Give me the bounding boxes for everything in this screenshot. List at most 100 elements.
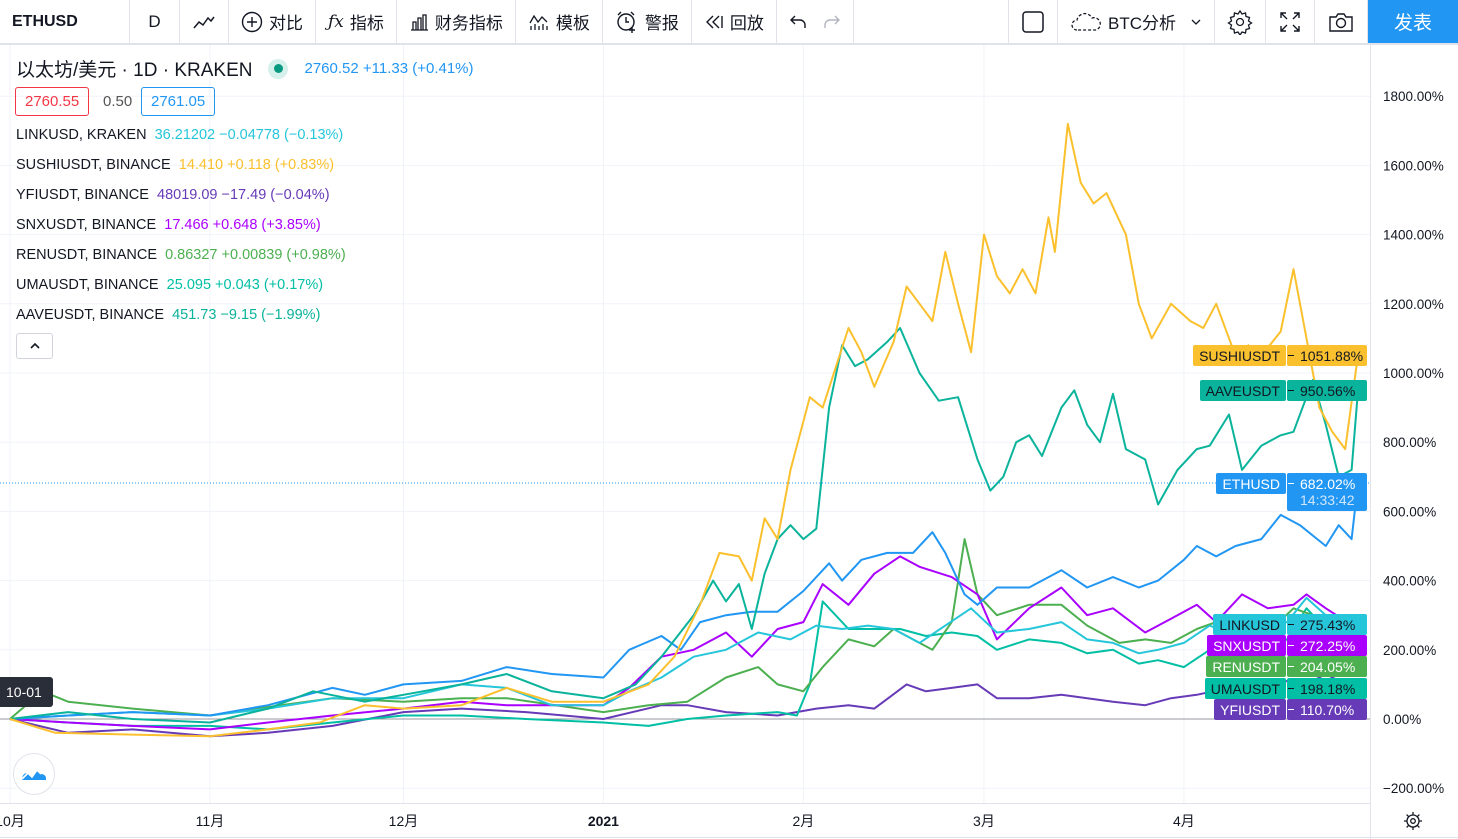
series-name-label: YFIUSDT bbox=[1214, 699, 1286, 720]
collapse-legend-button[interactable] bbox=[16, 333, 53, 359]
replay-label: 回放 bbox=[729, 14, 764, 33]
publish-label: 发表 bbox=[1393, 13, 1432, 34]
replay-button[interactable]: 回放 bbox=[692, 0, 777, 43]
label-tick bbox=[1288, 688, 1294, 689]
publish-button[interactable]: 发表 bbox=[1367, 0, 1458, 43]
label-tick bbox=[1288, 666, 1294, 667]
settings-button[interactable] bbox=[1215, 0, 1266, 43]
layout-name-label: BTC分析 bbox=[1107, 14, 1176, 33]
chevron-up-icon bbox=[29, 342, 40, 349]
y-tick-label: 1800.00% bbox=[1383, 89, 1444, 104]
market-status-icon bbox=[268, 58, 289, 79]
series-name-label: AAVEUSDT bbox=[1199, 380, 1286, 401]
legend-name: SNXUSDT, BINANCE bbox=[16, 217, 157, 233]
select-layout-button[interactable] bbox=[1007, 0, 1058, 43]
y-tick-label: 1200.00% bbox=[1383, 297, 1444, 312]
series-value-label: 1051.88% bbox=[1287, 345, 1367, 366]
series-legend-item[interactable]: LINKUSD, KRAKEN 36.21202 −0.04778 (−0.13… bbox=[16, 127, 343, 143]
x-tick-label: 10月 bbox=[0, 813, 25, 829]
legend-name: UMAUSDT, BINANCE bbox=[16, 277, 159, 293]
bid-price[interactable]: 2760.55 bbox=[15, 87, 90, 116]
undo-redo-group bbox=[777, 0, 854, 43]
alarm-clock-icon bbox=[617, 11, 635, 33]
chart-canvas[interactable]: 1800.00% 1600.00% 1400.00% 1200.00% 1000.00%… bbox=[0, 45, 1458, 839]
series-legend-item[interactable]: SNXUSDT, BINANCE 17.466 +0.648 (+3.85%) bbox=[16, 217, 321, 233]
series-line-sushiusdt bbox=[9, 122, 1359, 738]
series-value-label: 950.56% bbox=[1287, 380, 1367, 401]
alerts-button[interactable]: 警报 bbox=[603, 0, 692, 43]
label-tick bbox=[1288, 709, 1294, 710]
series-line-ethusd bbox=[9, 482, 1359, 720]
crosshair-date-label: 10-01 bbox=[0, 677, 53, 707]
series-value-label: 198.18% bbox=[1287, 678, 1367, 699]
legend-values: 36.21202 −0.04778 (−0.13%) bbox=[154, 127, 344, 143]
y-tick-label: 1400.00% bbox=[1383, 228, 1444, 243]
chart-style-button[interactable] bbox=[180, 0, 229, 43]
label-tick bbox=[1288, 390, 1294, 391]
interval-label: D bbox=[148, 11, 161, 31]
series-legend-item[interactable]: YFIUSDT, BINANCE 48019.09 −17.49 (−0.04%… bbox=[16, 187, 330, 203]
screenshot-button[interactable] bbox=[1315, 0, 1368, 43]
time-axis[interactable]: 10月 11月 12月 2021 2月 3月 4月 bbox=[0, 813, 1195, 829]
series-legend-item[interactable]: UMAUSDT, BINANCE 25.095 +0.043 (+0.17%) bbox=[16, 277, 323, 293]
legend-values: 48019.09 −17.49 (−0.04%) bbox=[157, 187, 330, 203]
legend-name: AAVEUSDT, BINANCE bbox=[16, 307, 164, 323]
label-tick bbox=[1288, 645, 1294, 646]
financials-label: 财务指标 bbox=[434, 14, 503, 33]
line-chart-icon bbox=[193, 16, 215, 28]
series-legend-item[interactable]: SUSHIUSDT, BINANCE 14.410 +0.118 (+0.83%… bbox=[16, 157, 334, 173]
y-tick-label: −200.00% bbox=[1383, 781, 1444, 796]
layout-name-dropdown[interactable]: BTC分析 bbox=[1058, 0, 1215, 43]
templates-button[interactable]: 模板 bbox=[516, 0, 603, 43]
financials-button[interactable]: 财务指标 bbox=[397, 0, 516, 43]
fullscreen-icon bbox=[1280, 11, 1300, 32]
series-value-label: 204.05% bbox=[1287, 656, 1367, 677]
symbol-search-button[interactable]: ETHUSD bbox=[0, 0, 130, 43]
series-value-label: 110.70% bbox=[1287, 699, 1367, 720]
y-tick-label: 1000.00% bbox=[1383, 366, 1444, 381]
symbol-quote: 2760.52 +11.33 (+0.41%) bbox=[304, 60, 474, 77]
top-toolbar: ETHUSD D 对比 ƒx 指标 财务指标 模板 警报 回放 BTC分析 发表 bbox=[0, 0, 1458, 45]
x-tick-label: 12月 bbox=[389, 813, 419, 829]
main-symbol-legend[interactable]: 以太坊/美元 · 1D · KRAKEN 2760.52 +11.33 (+0.4… bbox=[16, 55, 474, 82]
gear-icon bbox=[1227, 9, 1253, 35]
legend-name: LINKUSD, KRAKEN bbox=[16, 127, 147, 143]
fullscreen-button[interactable] bbox=[1266, 0, 1315, 43]
bar-chart-icon bbox=[410, 13, 428, 31]
bar-countdown: 14:33:42 bbox=[1300, 492, 1355, 508]
compare-button[interactable]: 对比 bbox=[229, 0, 316, 43]
x-tick-label: 3月 bbox=[973, 813, 995, 829]
series-name-label: ETHUSD bbox=[1216, 473, 1286, 494]
series-legend-item[interactable]: RENUSDT, BINANCE 0.86327 +0.00839 (+0.98… bbox=[16, 247, 346, 263]
x-tick-label: 4月 bbox=[1173, 813, 1195, 829]
y-tick-label: 400.00% bbox=[1383, 574, 1436, 589]
y-tick-label: 1600.00% bbox=[1383, 158, 1444, 173]
x-tick-label: 2021 bbox=[588, 813, 619, 829]
camera-icon bbox=[1329, 12, 1353, 32]
interval-button[interactable]: D bbox=[130, 0, 180, 43]
spread-value: 0.50 bbox=[103, 93, 133, 110]
ask-price[interactable]: 2761.05 bbox=[141, 87, 216, 116]
x-tick-label: 11月 bbox=[196, 813, 225, 829]
series-value-label: 682.02% 14:33:42 bbox=[1287, 473, 1367, 511]
series-line-snxusdt bbox=[9, 555, 1353, 731]
redo-icon[interactable] bbox=[823, 14, 841, 30]
eth-last-value: 682.02% bbox=[1300, 476, 1356, 492]
symbol-title: 以太坊/美元 · 1D · KRAKEN bbox=[16, 60, 253, 81]
series-legend-item[interactable]: AAVEUSDT, BINANCE 451.73 −9.15 (−1.99%) bbox=[16, 307, 320, 323]
legend-values: 25.095 +0.043 (+0.17%) bbox=[166, 277, 324, 293]
legend-values: 0.86327 +0.00839 (+0.98%) bbox=[165, 247, 346, 263]
alerts-label: 警报 bbox=[644, 14, 679, 33]
symbol-label: ETHUSD bbox=[12, 12, 78, 30]
templates-icon bbox=[529, 14, 548, 30]
fx-icon: ƒx bbox=[328, 11, 344, 32]
price-axis[interactable]: 1800.00% 1600.00% 1400.00% 1200.00% 1000.00%… bbox=[1383, 89, 1444, 796]
tradingview-logo-icon[interactable] bbox=[13, 753, 55, 795]
y-tick-label: 0.00% bbox=[1383, 712, 1421, 727]
indicators-label: 指标 bbox=[349, 14, 384, 33]
indicators-button[interactable]: ƒx 指标 bbox=[316, 0, 397, 43]
legend-values: 451.73 −9.15 (−1.99%) bbox=[172, 307, 321, 323]
undo-icon[interactable] bbox=[789, 14, 807, 30]
time-axis-settings-icon[interactable] bbox=[1404, 812, 1422, 830]
series-value-label: 272.25% bbox=[1287, 635, 1367, 656]
